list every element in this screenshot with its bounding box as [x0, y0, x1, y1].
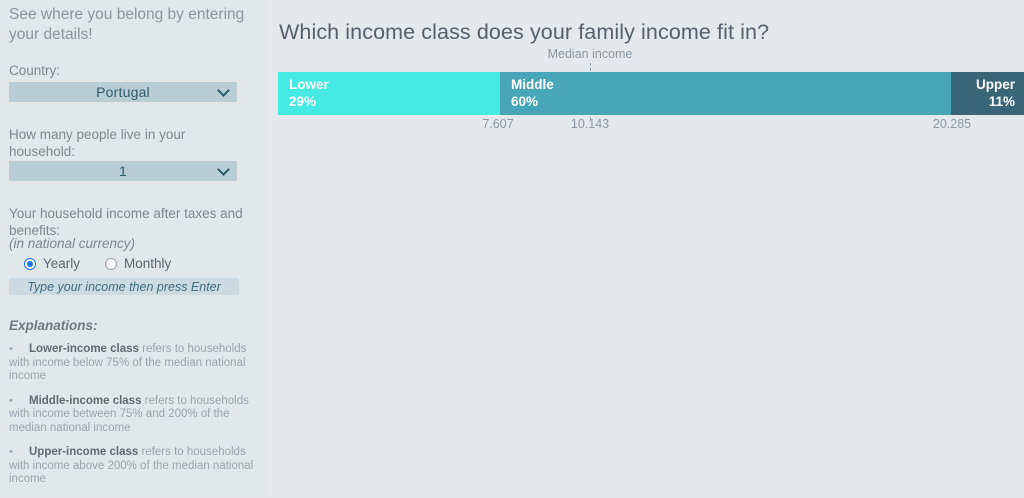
chevron-down-icon: [217, 163, 230, 176]
bar-segment-lower-value: 29%: [289, 94, 317, 109]
country-select-value: Portugal: [96, 84, 150, 100]
household-size-select-value: 1: [119, 163, 127, 179]
income-class-stacked-bar: Lower 29% Middle 60% Upper 11%: [278, 72, 1024, 115]
explanation-text-lower: refers to households with income below 7…: [9, 343, 247, 382]
income-period-radio-group: Yearly Monthly: [24, 256, 171, 271]
explanation-text-upper: refers to households with income above 2…: [9, 446, 254, 485]
bar-segment-lower[interactable]: Lower 29%: [278, 72, 500, 115]
country-select[interactable]: Portugal: [9, 82, 237, 102]
explanation-text-middle: refers to households with income between…: [9, 394, 249, 434]
axis-tick-label-median: 10.143: [570, 117, 610, 131]
intro-heading: See where you belong by entering your de…: [9, 6, 245, 43]
radio-monthly-label: Monthly: [124, 256, 172, 271]
bar-segment-lower-text: Lower 29%: [289, 76, 329, 110]
bar-segment-upper-value: 11%: [988, 94, 1015, 109]
radio-monthly[interactable]: Monthly: [105, 256, 171, 271]
bar-segment-upper[interactable]: Upper 11%: [951, 72, 1024, 115]
bar-segment-middle-text: Middle 60%: [511, 76, 554, 110]
income-currency-note: (in national currency): [9, 236, 136, 251]
household-size-label: How many people live in your household:: [9, 127, 186, 159]
explanation-item-upper: • Upper-income class refers to households…: [9, 446, 261, 487]
country-label: Country:: [9, 63, 61, 78]
bar-segment-middle-value: 60%: [511, 94, 539, 109]
radio-yearly[interactable]: Yearly: [24, 256, 80, 271]
median-income-label: Median income: [547, 47, 633, 61]
bullet-icon: •: [9, 446, 13, 458]
bullet-icon: •: [9, 394, 13, 407]
explanations-list: • Lower-income class refers to households…: [9, 343, 261, 498]
bar-segment-middle-label: Middle: [511, 77, 554, 92]
explanation-item-middle: • Middle-income class refers to household…: [9, 395, 261, 436]
details-form-panel: See where you belong by entering your de…: [0, 0, 268, 496]
axis-tick-label-lower-bound: 7.607: [482, 117, 514, 131]
bar-segment-middle[interactable]: Middle 60%: [500, 72, 951, 115]
bar-segment-lower-label: Lower: [289, 77, 329, 92]
bar-segment-upper-label: Upper: [975, 77, 1015, 92]
axis-tick-label-upper-bound: 20.285: [932, 117, 972, 131]
radio-yearly-indicator[interactable]: [24, 257, 36, 270]
explanation-term-lower: Lower-income class: [29, 343, 139, 355]
radio-monthly-indicator[interactable]: [105, 257, 118, 270]
explanation-term-middle: Middle-income class: [29, 394, 142, 407]
chevron-down-icon: [217, 84, 230, 97]
income-class-chart-panel: Which income class does your family inco…: [268, 0, 1024, 496]
chart-title: Which income class does your family inco…: [279, 20, 770, 44]
explanations-title: Explanations:: [9, 318, 98, 333]
explanation-term-upper: Upper-income class: [29, 446, 139, 458]
bar-segment-upper-text: Upper 11%: [976, 76, 1015, 110]
explanation-item-lower: • Lower-income class refers to households…: [9, 343, 261, 384]
income-input[interactable]: [9, 278, 239, 295]
income-label: Your household income after taxes and be…: [9, 206, 243, 238]
radio-yearly-label: Yearly: [43, 256, 81, 271]
bullet-icon: •: [9, 343, 13, 355]
household-size-select[interactable]: 1: [9, 161, 237, 181]
